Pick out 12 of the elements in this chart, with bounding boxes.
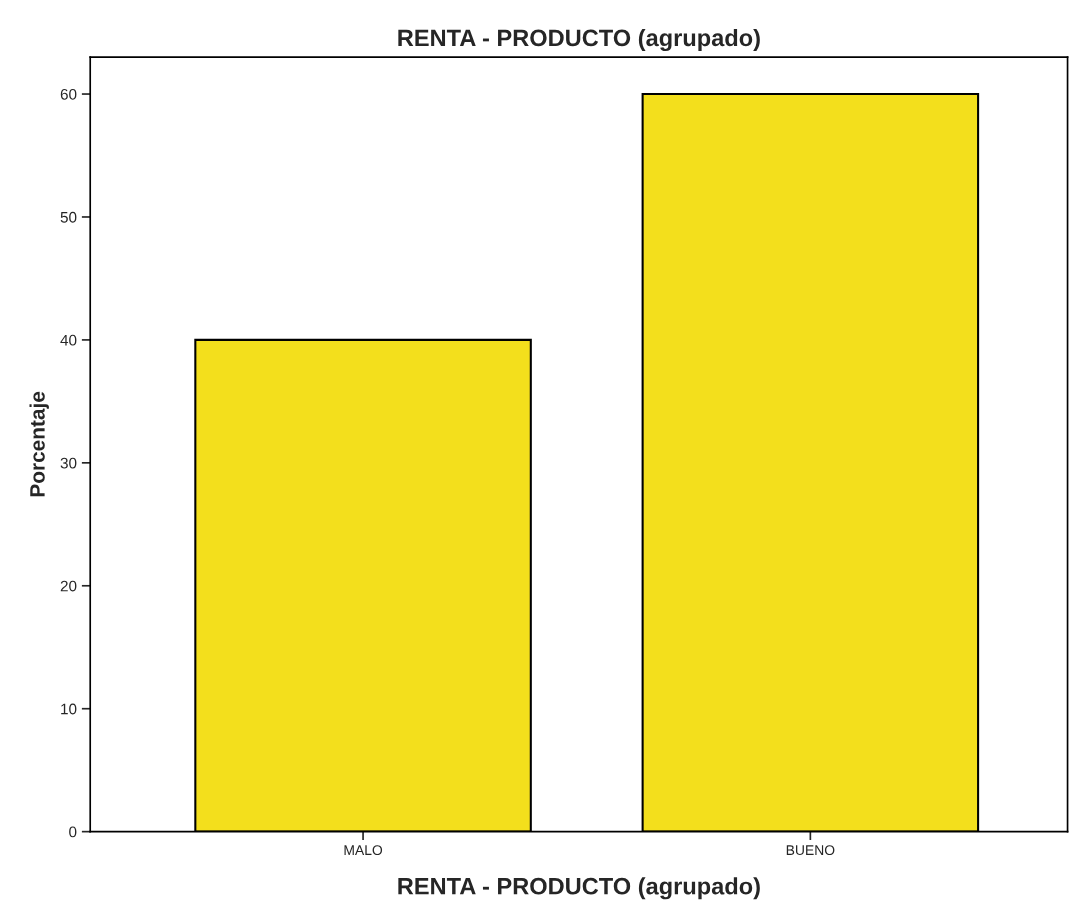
y-axis-title: Porcentaje xyxy=(29,391,49,497)
y-tick-label: 40 xyxy=(60,334,77,346)
x-axis-title: RENTA - PRODUCTO (agrupado) xyxy=(398,877,760,900)
chart-title: RENTA - PRODUCTO (agrupado) xyxy=(398,28,760,52)
y-tick-label: 50 xyxy=(60,211,77,223)
y-tick-label: 0 xyxy=(69,826,77,838)
y-tick-label: 10 xyxy=(61,703,77,715)
y-tick-label: 30 xyxy=(60,457,77,469)
y-tick-label: 20 xyxy=(60,580,77,592)
y-tick-label: 60 xyxy=(60,88,77,100)
x-tick-label: MALO xyxy=(344,845,383,856)
x-tick-label: BUENO xyxy=(786,845,835,856)
